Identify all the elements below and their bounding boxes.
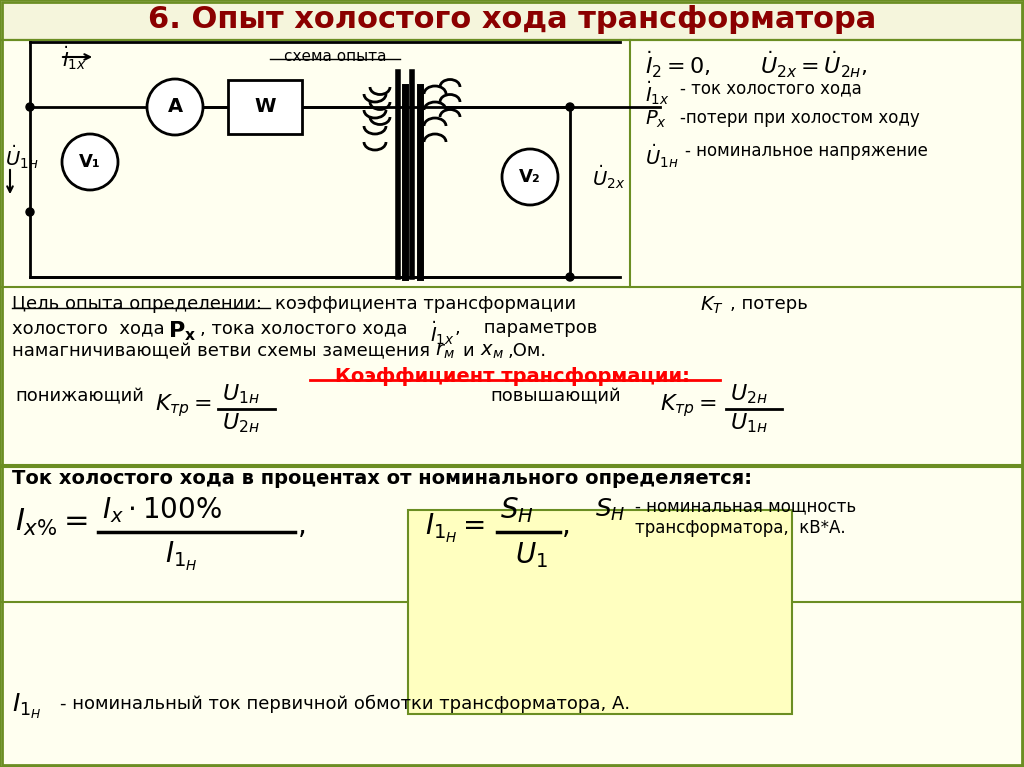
Text: $U_{1н}$: $U_{1н}$: [730, 411, 768, 435]
Text: Коэффициент трансформации:: Коэффициент трансформации:: [335, 367, 689, 386]
Text: $U_{1н}$: $U_{1н}$: [222, 382, 260, 406]
Text: - ток холостого хода: - ток холостого хода: [680, 79, 862, 97]
Text: , тока холостого хода: , тока холостого хода: [200, 319, 408, 337]
Text: $K_{тр}=$: $K_{тр}=$: [660, 392, 717, 419]
Text: $K_T$: $K_T$: [700, 295, 724, 316]
Text: $I_{1_H}=$: $I_{1_H}=$: [425, 512, 485, 545]
FancyBboxPatch shape: [228, 80, 302, 134]
Text: схема опыта: схема опыта: [284, 49, 386, 64]
Text: $S_H$: $S_H$: [595, 497, 626, 523]
Text: $\dot{I}_2 = 0,$: $\dot{I}_2 = 0,$: [645, 49, 711, 80]
Text: ,Ом.: ,Ом.: [508, 342, 547, 360]
Text: $\mathbf{P_x}$: $\mathbf{P_x}$: [168, 319, 197, 343]
Text: понижающий: понижающий: [15, 387, 144, 405]
Text: $K_{тр}=$: $K_{тр}=$: [155, 392, 212, 419]
Text: $U_1$: $U_1$: [515, 540, 548, 570]
Text: коэффициента трансформации: коэффициента трансформации: [275, 295, 577, 313]
Text: $\dot{I}_{1x}$: $\dot{I}_{1x}$: [62, 44, 87, 72]
Text: $\dot{U}_{1н}$: $\dot{U}_{1н}$: [645, 142, 679, 170]
Text: $\dot{U}_{2x}$: $\dot{U}_{2x}$: [592, 163, 626, 191]
Text: $I_{x\%}=$: $I_{x\%}=$: [15, 507, 88, 538]
Text: - номинальная мощность: - номинальная мощность: [635, 497, 856, 515]
Circle shape: [566, 103, 574, 111]
Text: V₁: V₁: [79, 153, 101, 171]
Text: и: и: [462, 342, 474, 360]
FancyBboxPatch shape: [0, 40, 1024, 767]
Text: Ток холостого хода в процентах от номинального определяется:: Ток холостого хода в процентах от номина…: [12, 469, 752, 488]
Text: A: A: [168, 97, 182, 117]
Text: - номинальный ток первичной обмотки трансформатора, А.: - номинальный ток первичной обмотки тран…: [60, 695, 630, 713]
Circle shape: [62, 134, 118, 190]
Text: ,: ,: [298, 512, 307, 540]
Text: 6. Опыт холостого хода трансформатора: 6. Опыт холостого хода трансформатора: [147, 5, 877, 35]
Text: V₂: V₂: [519, 168, 541, 186]
Text: $I_x \cdot 100\%$: $I_x \cdot 100\%$: [102, 495, 222, 525]
Text: холостого  хода: холостого хода: [12, 319, 165, 337]
Text: ,: ,: [562, 512, 570, 540]
Circle shape: [147, 79, 203, 135]
Text: $\dot{U}_{2x} = \dot{U}_{2н},$: $\dot{U}_{2x} = \dot{U}_{2н},$: [760, 49, 867, 80]
Text: $U_{2н}$: $U_{2н}$: [730, 382, 768, 406]
Text: Цель опыта определении:: Цель опыта определении:: [12, 295, 262, 313]
Text: ,    параметров: , параметров: [455, 319, 597, 337]
Circle shape: [502, 149, 558, 205]
Text: $\dot{I}_{1x}$: $\dot{I}_{1x}$: [430, 319, 455, 347]
FancyBboxPatch shape: [0, 0, 1024, 40]
Circle shape: [26, 103, 34, 111]
Text: $I_{1_H}$: $I_{1_H}$: [12, 692, 42, 721]
Text: $r_м$: $r_м$: [435, 342, 455, 361]
Text: $x_м$: $x_м$: [480, 342, 504, 361]
Text: $I_{1_H}$: $I_{1_H}$: [165, 540, 198, 573]
Text: трансформатора,  кВ*А.: трансформатора, кВ*А.: [635, 519, 846, 537]
Text: W: W: [254, 97, 275, 117]
Text: $S_H$: $S_H$: [500, 495, 534, 525]
Text: -потери при холостом ходу: -потери при холостом ходу: [680, 109, 920, 127]
Text: - номинальное напряжение: - номинальное напряжение: [685, 142, 928, 160]
Text: $U_{2н}$: $U_{2н}$: [222, 411, 260, 435]
Text: повышающий: повышающий: [490, 387, 621, 405]
Text: $\dot{I}_{1x}$: $\dot{I}_{1x}$: [645, 79, 670, 107]
Text: , потерь: , потерь: [730, 295, 808, 313]
Circle shape: [566, 273, 574, 281]
Text: $P_x$: $P_x$: [645, 109, 667, 130]
FancyBboxPatch shape: [408, 510, 792, 714]
Circle shape: [26, 208, 34, 216]
Text: намагничивающей ветви схемы замещения: намагничивающей ветви схемы замещения: [12, 342, 430, 360]
Text: $\dot{U}_{1н}$: $\dot{U}_{1н}$: [5, 143, 39, 171]
